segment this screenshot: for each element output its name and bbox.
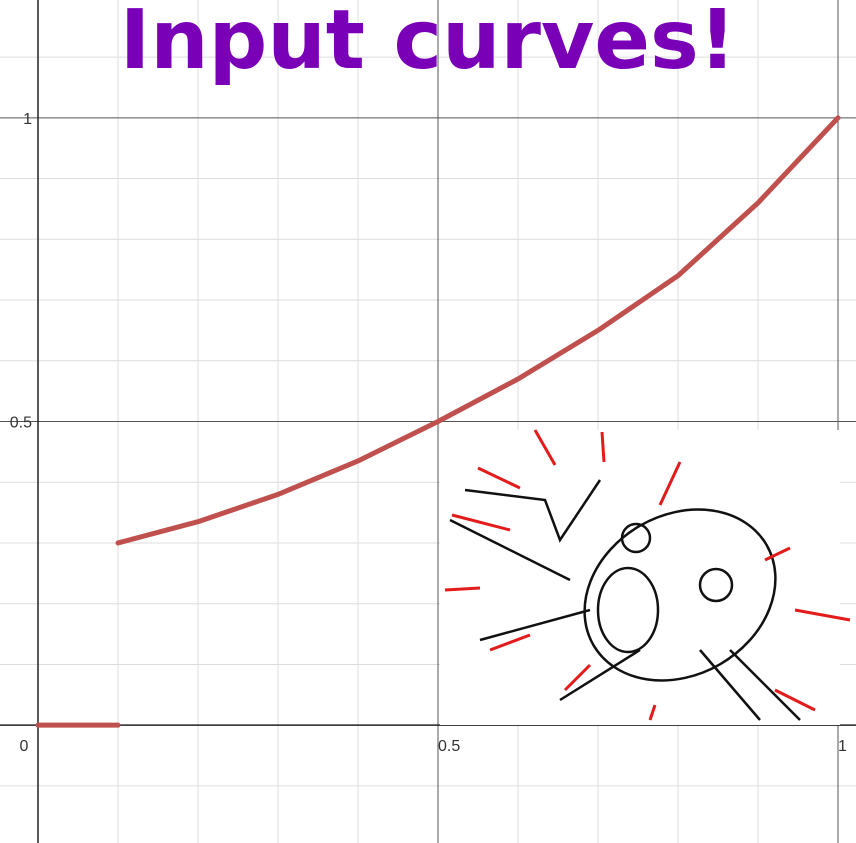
y-tick-label: 1	[23, 111, 32, 128]
x-tick-label: 1	[838, 738, 847, 755]
y-tick-label: 0.5	[10, 415, 32, 432]
curve	[35, 115, 841, 728]
meme-sketch	[440, 429, 851, 725]
x-tick-label: 0.5	[438, 738, 460, 755]
x-tick-label: 0	[20, 738, 29, 755]
plot	[35, 115, 841, 728]
chart-title: Input curves!	[120, 0, 736, 88]
